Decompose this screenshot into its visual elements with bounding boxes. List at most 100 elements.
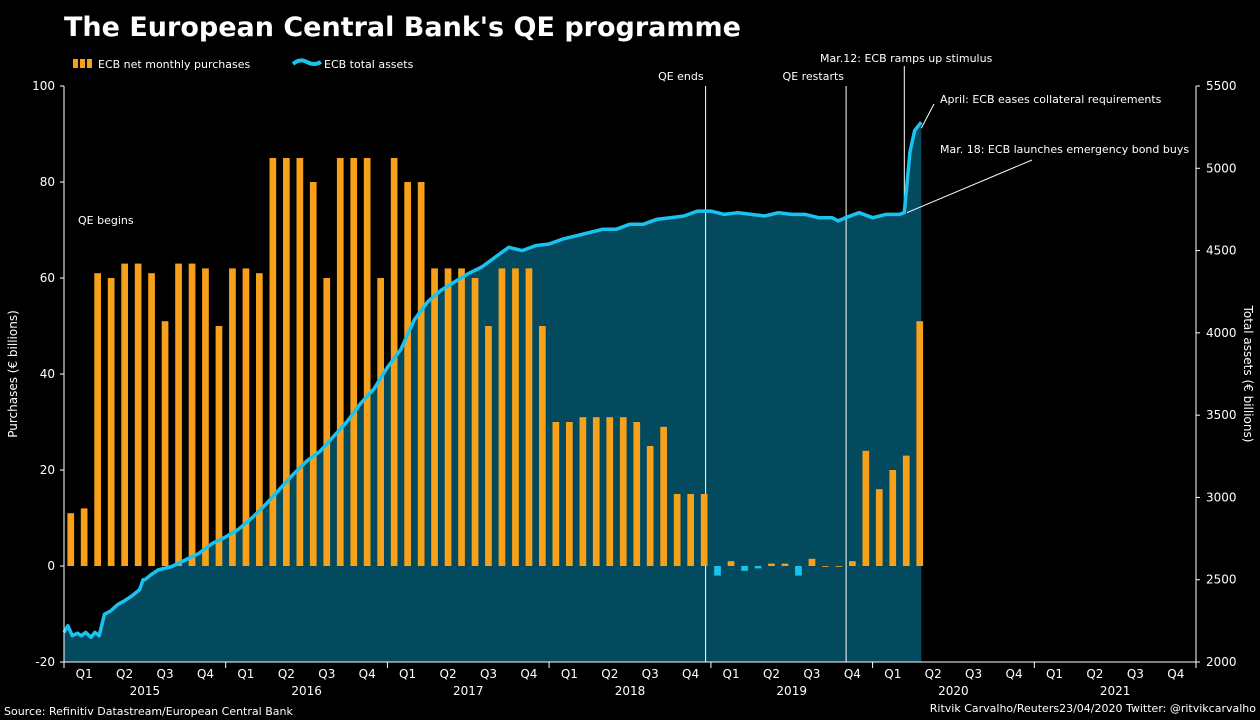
- purchase-bar-2019-12: [862, 450, 870, 566]
- quarter-label-5: Q2: [278, 667, 295, 681]
- purchase-bar-2015-01: [67, 513, 75, 566]
- purchase-bar-2017-11: [525, 268, 533, 566]
- purchase-bar-2016-10: [350, 158, 358, 566]
- quarter-label-12: Q1: [561, 667, 578, 681]
- purchase-bar-2018-09: [660, 426, 667, 566]
- purchase-bar-2018-11: [687, 494, 694, 566]
- right-tick-label-5500: 5500: [1206, 79, 1237, 93]
- left-tick-label-80: 80: [40, 175, 55, 189]
- purchase-bar-2015-02: [80, 508, 88, 566]
- quarter-label-7: Q4: [359, 667, 376, 681]
- left-tick-label-100: 100: [32, 79, 55, 93]
- purchase-bar-2015-09: [175, 263, 182, 566]
- left-tick-label-20: 20: [40, 463, 55, 477]
- quarter-label-13: Q2: [601, 667, 618, 681]
- purchase-bar-2020-02: [889, 470, 897, 566]
- purchase-bar-2018-12: [700, 494, 708, 566]
- quarter-label-24: Q1: [1046, 667, 1063, 681]
- quarter-label-26: Q3: [1127, 667, 1144, 681]
- purchase-bar-2020-01: [875, 489, 883, 566]
- right-tick-label-2000: 2000: [1206, 655, 1237, 669]
- purchase-bar-2018-06: [619, 417, 627, 566]
- purchase-bar-2018-02: [566, 422, 573, 566]
- annotation-qe-begins: QE begins: [78, 214, 134, 227]
- purchase-bar-2017-01: [390, 158, 398, 566]
- quarter-label-22: Q3: [965, 667, 982, 681]
- x-axis-ticks: Q1 Q2 Q3 Q4 Q1 Q2 Q3 Q4 Q1 Q2 Q3 Q4 Q1 Q2 Q3 Q4 Q1 Q2 Q3 Q4…: [63, 662, 1197, 698]
- right-tick-label-3000: 3000: [1206, 490, 1237, 504]
- purchase-bar-2016-09: [336, 158, 344, 566]
- purchase-bar-2015-06: [134, 263, 142, 566]
- purchase-bar-2018-10: [673, 494, 681, 566]
- quarter-label-0: Q1: [76, 667, 93, 681]
- purchase-bars-layer: [67, 158, 924, 576]
- purchase-bar-2018-05: [606, 417, 614, 566]
- purchase-bar-2019-06: [781, 563, 789, 566]
- legend-label-assets: ECB total assets: [324, 58, 414, 71]
- right-tick-label-4000: 4000: [1206, 326, 1237, 340]
- quarter-label-9: Q2: [440, 667, 457, 681]
- purchase-bar-2017-02: [404, 182, 411, 566]
- annotation-april: April: ECB eases collateral requirements: [940, 93, 1162, 106]
- purchase-bar-2017-10: [512, 268, 519, 566]
- legend-line-swatch: [291, 58, 322, 66]
- purchase-bar-2015-03: [94, 273, 101, 566]
- left-tick-label-40: 40: [40, 367, 55, 381]
- purchase-bar-2017-06: [458, 268, 465, 566]
- purchase-bar-2017-03: [417, 182, 425, 566]
- purchase-bar-2016-07: [309, 182, 317, 566]
- right-axis-ticks: 2000 2500 3000 3500 4000 4500 5000 5500: [1196, 79, 1237, 669]
- quarter-label-11: Q4: [520, 667, 537, 681]
- purchase-bar-2015-11: [202, 268, 209, 566]
- annotation-mar18-leader: [906, 159, 1033, 214]
- quarter-label-2: Q3: [157, 667, 174, 681]
- legend-label-purchases: ECB net monthly purchases: [98, 58, 250, 71]
- quarter-label-8: Q1: [399, 667, 416, 681]
- quarter-label-3: Q4: [197, 667, 214, 681]
- purchase-bar-2016-11: [363, 158, 371, 566]
- purchase-bar-2019-10: [835, 566, 843, 567]
- purchase-bar-2017-08: [485, 326, 492, 566]
- y-axis-right-title: Total assets (€ billions): [1241, 305, 1255, 443]
- legend-bar-swatch-3: [87, 59, 92, 68]
- purchase-bar-2016-08: [323, 278, 331, 566]
- annotation-qe-ends: QE ends: [658, 70, 704, 83]
- purchase-bar-2019-08: [808, 558, 816, 566]
- purchase-bar-2017-09: [498, 268, 506, 566]
- quarter-label-19: Q4: [844, 667, 861, 681]
- purchase-bar-2019-04: [754, 566, 762, 569]
- credit-note: Ritvik Carvalho/Reuters23/04/2020 Twitte…: [930, 702, 1257, 715]
- quarter-label-15: Q4: [682, 667, 699, 681]
- purchase-bar-2018-01: [552, 422, 560, 566]
- purchase-bar-2016-04: [269, 158, 277, 566]
- purchase-bar-2019-02: [727, 561, 735, 566]
- year-label-2021: 2021: [1100, 684, 1131, 698]
- left-axis-ticks: -20 0 20 40 60 80 100: [32, 79, 64, 669]
- purchase-bar-2018-07: [633, 422, 641, 566]
- purchase-bar-2016-03: [256, 273, 263, 566]
- quarter-label-21: Q2: [925, 667, 942, 681]
- purchase-bar-2020-04: [916, 321, 924, 566]
- quarter-label-25: Q2: [1086, 667, 1103, 681]
- quarter-label-17: Q2: [763, 667, 780, 681]
- assets-line-layer: [62, 121, 923, 640]
- legend-bar-swatch-1: [73, 59, 78, 68]
- annotation-qe-restarts: QE restarts: [783, 70, 845, 83]
- purchase-bar-2019-11: [849, 561, 856, 566]
- annotation-april-leader: [920, 103, 935, 129]
- left-tick-label-60: 60: [40, 271, 55, 285]
- purchase-bar-2015-04: [107, 278, 115, 566]
- purchase-bar-2016-01: [229, 268, 236, 566]
- year-label-2016: 2016: [291, 684, 322, 698]
- purchase-bar-2015-12: [215, 326, 223, 566]
- purchase-bar-2019-07: [795, 566, 802, 576]
- purchase-bar-2016-02: [242, 268, 250, 566]
- legend-bar-swatch-2: [80, 59, 85, 68]
- purchase-bar-2018-04: [592, 417, 600, 566]
- purchase-bar-2020-03: [902, 455, 910, 566]
- legend: ECB net monthly purchases ECB total asse…: [73, 58, 414, 71]
- quarter-label-6: Q3: [318, 667, 335, 681]
- year-label-2018: 2018: [615, 684, 646, 698]
- assets-line: [62, 121, 923, 640]
